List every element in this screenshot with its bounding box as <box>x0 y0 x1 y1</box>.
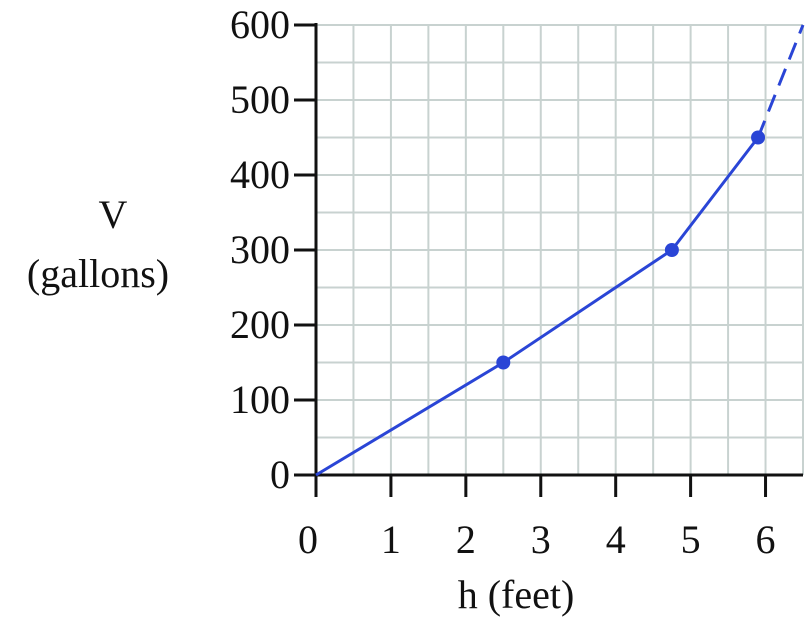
y-axis-label-line-2: (gallons) <box>27 251 169 296</box>
x-tick-label: 5 <box>681 517 701 562</box>
series-line <box>315 136 760 477</box>
series-dashed-extension <box>756 24 805 139</box>
y-tick-label: 200 <box>230 302 290 347</box>
series <box>315 24 805 477</box>
data-point <box>664 243 679 257</box>
x-tick-label: 1 <box>381 517 401 562</box>
y-tick-label: 500 <box>230 77 290 122</box>
axis-labels: h (feet) V (gallons) <box>27 192 574 617</box>
grid <box>316 24 804 475</box>
x-tick-label: 2 <box>456 517 476 562</box>
data-point <box>751 130 766 145</box>
y-tick-label: 600 <box>230 2 290 47</box>
y-tick-label: 0 <box>270 452 290 497</box>
x-tick-label: 3 <box>531 517 551 562</box>
y-tick-label: 400 <box>230 152 290 197</box>
y-tick-label: 300 <box>230 227 290 272</box>
x-axis-label: h (feet) <box>458 572 575 617</box>
x-tick-label: 4 <box>606 517 626 562</box>
y-axis-label-line-1: V <box>99 192 128 237</box>
x-tick-label: 6 <box>756 517 776 562</box>
x-tick-label: 0 <box>298 517 318 562</box>
y-tick-label: 100 <box>230 377 290 422</box>
data-point <box>496 355 511 370</box>
axes: 0 100 200 300 400 500 600 0 1 2 3 4 5 6 <box>230 2 803 562</box>
